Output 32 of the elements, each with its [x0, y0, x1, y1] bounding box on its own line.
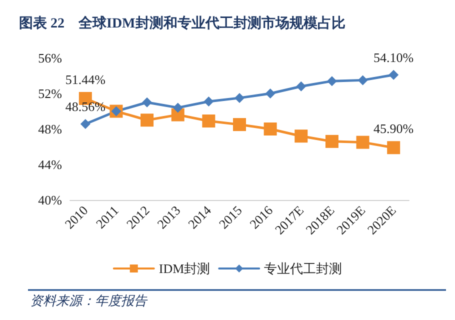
y-tick-label: 56% — [38, 50, 62, 66]
point — [140, 114, 154, 127]
chart-title: 图表 22 全球IDM封测和专业代工封测市场规模占比 — [19, 14, 346, 32]
point — [264, 122, 277, 136]
point — [80, 119, 90, 130]
point — [387, 141, 400, 154]
point — [172, 102, 183, 113]
data-label: 51.44% — [65, 72, 106, 87]
y-tick-label: 48% — [38, 122, 62, 136]
y-tick-label: 44% — [38, 157, 62, 172]
legend-label: 专业代工封测 — [264, 261, 342, 276]
data-label: 48.56% — [65, 99, 106, 114]
point — [234, 92, 244, 103]
point — [204, 96, 214, 106]
point — [265, 88, 276, 98]
data-label: 45.90% — [374, 121, 414, 136]
legend-label: IDM封测 — [158, 261, 210, 276]
y-tick-label: 52% — [38, 86, 62, 101]
point — [202, 114, 216, 128]
text: 资料来源：年度报告 — [30, 293, 148, 308]
point — [388, 70, 399, 80]
x-tick-label: 2011 — [92, 202, 122, 232]
point — [325, 134, 338, 148]
point — [294, 130, 308, 143]
point — [233, 118, 246, 132]
y-tick-label: 40% — [38, 192, 62, 208]
data-label: 54.10% — [374, 50, 414, 65]
point — [326, 76, 337, 86]
point — [296, 81, 306, 92]
point — [358, 75, 368, 86]
point — [356, 136, 370, 149]
point — [142, 97, 152, 108]
